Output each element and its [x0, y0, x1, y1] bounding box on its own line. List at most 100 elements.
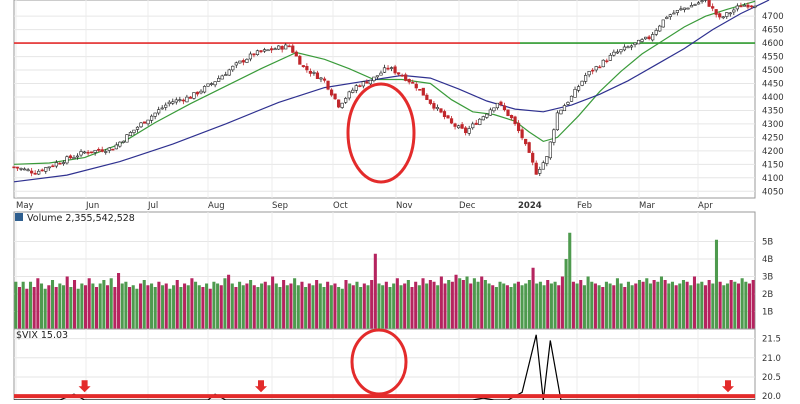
candle-body: [351, 90, 354, 92]
candle-body: [13, 167, 16, 168]
volume-bar: [271, 277, 274, 330]
candle-body: [323, 79, 326, 80]
candle-body: [249, 54, 252, 59]
volume-bar: [634, 284, 637, 330]
candle-body: [140, 123, 143, 127]
candle-body: [52, 166, 55, 167]
candle-body: [443, 111, 446, 116]
candle-body: [676, 10, 679, 12]
volume-bar: [51, 280, 54, 329]
volume-bar: [143, 280, 146, 329]
volume-bar: [146, 285, 149, 329]
candle-body: [507, 110, 510, 116]
volume-bar: [205, 284, 208, 330]
candle-body: [129, 132, 132, 135]
volume-bar: [18, 287, 21, 329]
volume-bar: [289, 284, 292, 330]
volume-bar: [337, 287, 340, 329]
candle-body: [521, 130, 524, 138]
volume-bar: [223, 278, 226, 329]
candle-body: [90, 152, 93, 153]
candle-body: [108, 148, 111, 151]
candle-body: [267, 50, 270, 51]
candle-body: [231, 66, 234, 70]
volume-bar: [264, 282, 267, 329]
candle-body: [327, 81, 330, 89]
volume-bar: [623, 287, 626, 329]
candle-body: [457, 126, 460, 128]
candle-body: [436, 107, 439, 108]
vix-panel: 20.020.521.021.5 $VIX 15.03: [14, 329, 781, 400]
x-tick-label: Nov: [396, 201, 413, 211]
candle-body: [83, 152, 86, 153]
volume-bar: [209, 289, 212, 329]
candle-body: [390, 68, 393, 69]
candle-body: [122, 141, 125, 142]
volume-bar: [352, 285, 355, 329]
volume-bar: [605, 282, 608, 329]
candle-body: [235, 63, 238, 65]
candle-body: [591, 70, 594, 71]
volume-bar: [429, 280, 432, 329]
candle-body: [450, 119, 453, 123]
candle-body: [94, 150, 97, 152]
candle-body: [598, 67, 601, 68]
volume-bar: [132, 285, 135, 329]
candle-body: [281, 46, 284, 49]
volume-bar: [179, 287, 182, 329]
volume-bar: [664, 280, 667, 329]
candle-body: [104, 151, 107, 152]
candle-body: [246, 59, 249, 62]
volume-bar: [499, 282, 502, 329]
volume-bar: [260, 284, 263, 330]
volume-bar: [704, 285, 707, 329]
candle-body: [295, 52, 298, 56]
volume-bar: [671, 282, 674, 329]
volume-bar: [234, 287, 237, 329]
candle-body: [722, 17, 725, 18]
candle-body: [655, 30, 658, 34]
candle-body: [588, 71, 591, 75]
candle-body: [680, 9, 683, 10]
candle-body: [418, 89, 421, 90]
volume-bar: [311, 285, 314, 329]
candle-body: [112, 149, 115, 150]
candle-body: [355, 86, 358, 91]
volume-bar: [99, 284, 102, 330]
volume-bar: [425, 284, 428, 330]
candle-body: [637, 40, 640, 44]
candle-body: [609, 55, 612, 60]
x-tick-label: Mar: [639, 201, 656, 211]
volume-bar: [715, 240, 718, 329]
candle-body: [253, 54, 256, 55]
candle-body: [644, 37, 647, 39]
candle-body: [496, 103, 499, 108]
volume-bar: [469, 284, 472, 330]
candle-body: [136, 127, 139, 129]
candle-body: [673, 13, 676, 14]
candle-body: [224, 75, 227, 76]
candle-body: [337, 100, 340, 107]
volume-bar: [656, 282, 659, 329]
price-y-tick-label: 4500: [762, 66, 784, 76]
candle-body: [584, 75, 587, 81]
volume-bar: [675, 285, 678, 329]
x-tick-label: Sep: [272, 201, 288, 211]
x-tick-label: May: [16, 201, 34, 211]
volume-bar: [477, 282, 480, 329]
candle-body: [284, 45, 287, 49]
candle-body: [73, 157, 76, 158]
candle-body: [489, 110, 492, 115]
candle-body: [606, 61, 609, 62]
volume-bar: [330, 285, 333, 329]
candle-body: [627, 47, 630, 48]
volume-bar: [278, 287, 281, 329]
candle-body: [524, 139, 527, 144]
volume-bar: [121, 284, 124, 330]
candle-body: [157, 110, 160, 113]
candle-body: [239, 61, 242, 63]
candle-body: [711, 6, 714, 8]
candle-body: [313, 72, 316, 73]
volume-bar: [506, 285, 509, 329]
